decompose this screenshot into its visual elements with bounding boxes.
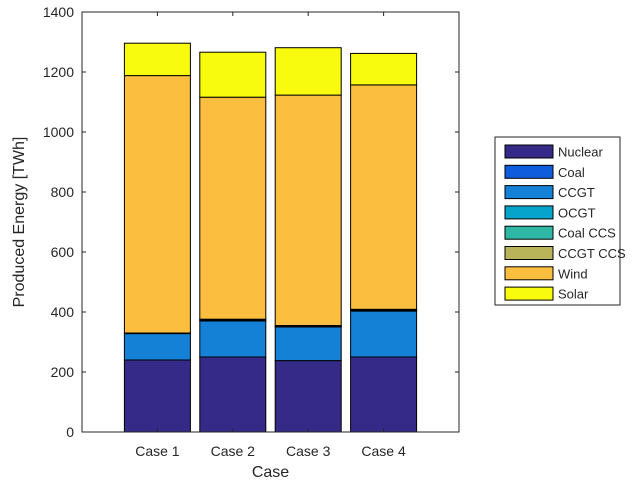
bar-case-1-wind <box>123 75 191 334</box>
x-tick-label-case-1: Case 1 <box>135 443 180 459</box>
bar-case-4-wind <box>350 84 418 310</box>
y-tick-label: 1200 <box>43 64 74 80</box>
legend-label-coal: Coal <box>558 165 585 180</box>
bar-case-4-ccgt <box>350 310 418 358</box>
x-axis-title: Case <box>252 464 289 481</box>
bar-case-3-ccgt <box>274 326 342 362</box>
bar-case-3-nuclear <box>274 360 342 433</box>
bar-case-2-ccgt <box>199 320 267 358</box>
legend-swatch-wind <box>504 266 554 281</box>
bar-case-2-wind <box>199 96 267 320</box>
x-tick-label-case-3: Case 3 <box>286 443 331 459</box>
legend-swatch-solar <box>504 286 554 301</box>
y-tick-label: 800 <box>51 184 75 200</box>
bar-case-4-solar <box>350 52 418 86</box>
bar-case-3-solar <box>274 47 342 96</box>
bar-case-4-nuclear <box>350 356 418 433</box>
legend-label-ccgt-ccs: CCGT CCS <box>558 246 626 261</box>
x-tick-label-case-4: Case 4 <box>361 443 406 459</box>
y-tick-label: 1000 <box>43 124 74 140</box>
bars-layer <box>123 42 418 433</box>
axes-layer <box>81 11 460 433</box>
y-tick-label: 600 <box>51 244 75 260</box>
bar-case-3-wind <box>274 94 342 326</box>
bar-case-2-nuclear <box>199 356 267 433</box>
plot-frame <box>81 11 460 433</box>
legend-label-coal-ccs: Coal CCS <box>558 226 616 241</box>
y-tick-label: 0 <box>66 424 74 440</box>
y-axis-title: Produced Energy [TWh] <box>11 137 28 308</box>
y-tick-label: 400 <box>51 304 75 320</box>
legend-label-nuclear: Nuclear <box>558 145 603 160</box>
legend-label-ocgt: OCGT <box>558 205 596 220</box>
bar-case-1-nuclear <box>123 359 191 433</box>
legend-swatch-coal <box>504 164 554 179</box>
legend-swatch-coal-ccs <box>504 225 554 240</box>
ticks-layer: 0 200 400 600 800 1000 1200 1400 Case 1 Case 2 Cas… <box>43 4 459 459</box>
x-tick-label-case-2: Case 2 <box>211 443 256 459</box>
legend-swatch-ccgt <box>504 185 554 200</box>
legend-label-wind: Wind <box>558 266 588 281</box>
y-tick-label: 1400 <box>43 4 74 20</box>
legend: Nuclear Coal CCGT OCGT Coal CCS CCGT CCS Wind S… <box>494 136 626 306</box>
bar-case-1-solar <box>123 42 191 77</box>
bar-case-1-ccgt <box>123 333 191 361</box>
legend-swatch-ocgt <box>504 205 554 220</box>
y-tick-label: 200 <box>51 364 75 380</box>
legend-label-solar: Solar <box>558 287 589 302</box>
legend-swatch-ccgt-ccs <box>504 246 554 260</box>
legend-swatch-nuclear <box>504 144 554 159</box>
legend-label-ccgt: CCGT <box>558 185 595 200</box>
bar-case-2-solar <box>199 51 267 98</box>
